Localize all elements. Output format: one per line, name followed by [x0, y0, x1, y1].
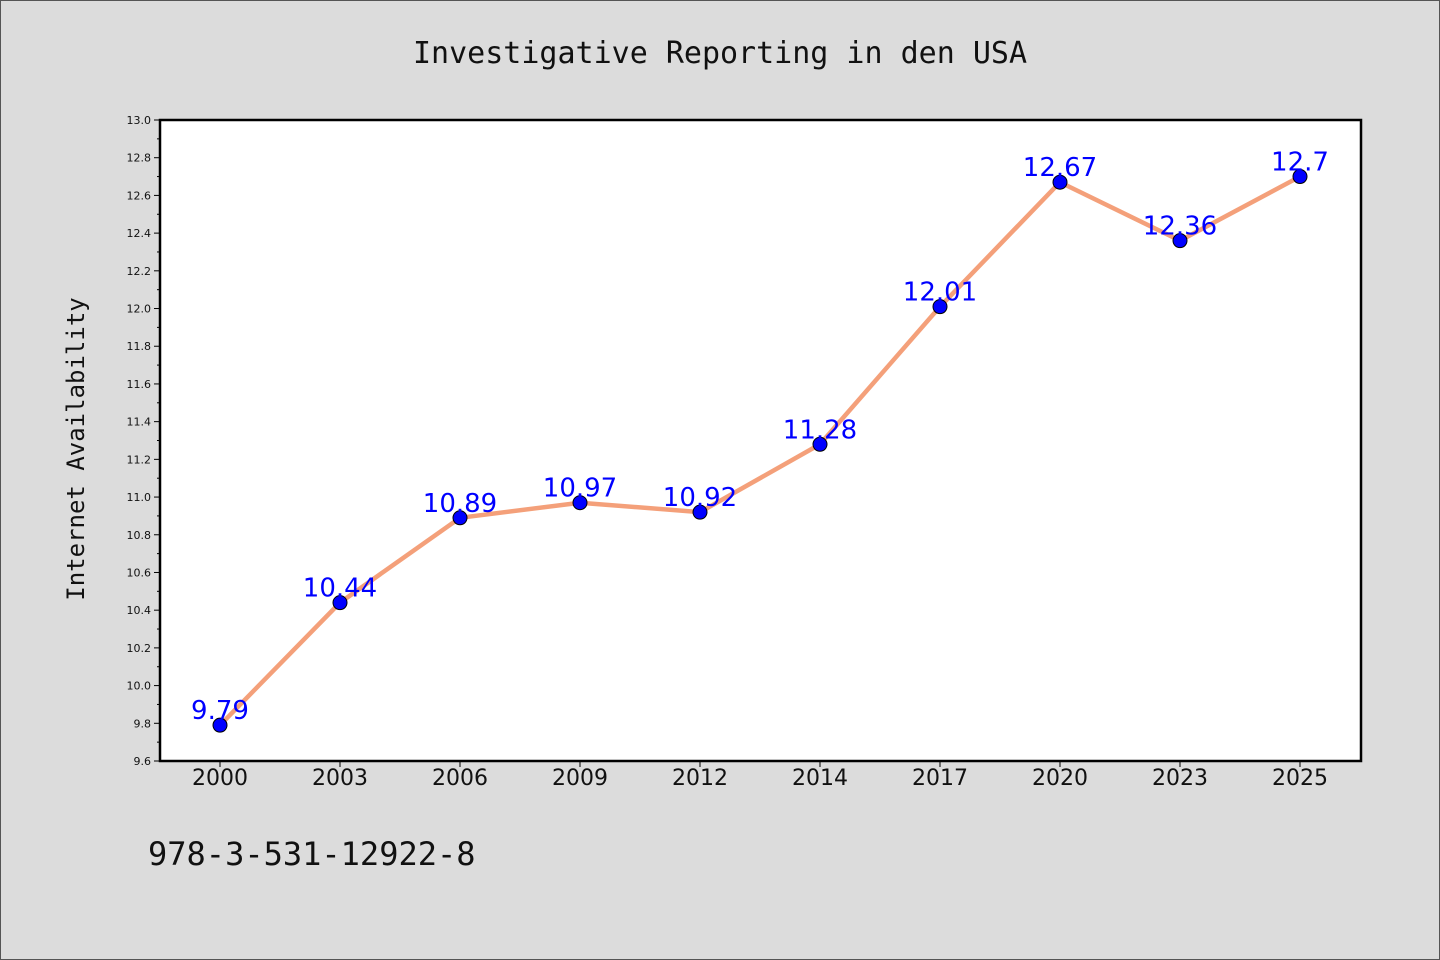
- y-tick-label: 9.6: [134, 755, 152, 768]
- data-label: 10.44: [303, 574, 377, 604]
- x-tick-label: 2025: [1272, 766, 1328, 791]
- data-label: 9.79: [191, 696, 249, 726]
- y-tick-label: 11.6: [127, 378, 152, 391]
- data-point: [332, 595, 348, 611]
- data-label: 10.97: [543, 474, 617, 504]
- x-tick-label: 2012: [672, 766, 728, 791]
- x-tick-label: 2023: [1152, 766, 1208, 791]
- data-label: 11.28: [783, 415, 857, 445]
- y-tick-label: 10.0: [127, 680, 152, 693]
- x-tick-label: 2000: [192, 766, 248, 791]
- footer-isbn: 978-3-531-12922-8: [148, 835, 476, 873]
- chart-title: Investigative Reporting in den USA: [413, 36, 1027, 71]
- data-point: [212, 717, 228, 733]
- data-point: [932, 299, 948, 315]
- x-tick-label: 2003: [312, 766, 368, 791]
- data-point: [1292, 169, 1308, 185]
- x-tick-label: 2017: [912, 766, 968, 791]
- data-point: [452, 510, 468, 526]
- data-label: 12.67: [1023, 153, 1097, 183]
- y-tick-label: 13.0: [127, 114, 152, 127]
- y-tick-label: 12.6: [127, 189, 152, 202]
- y-tick-label: 12.8: [127, 152, 152, 165]
- plot-area: [158, 118, 1363, 763]
- x-tick-label: 2020: [1032, 766, 1088, 791]
- data-label: 10.89: [423, 489, 497, 519]
- data-label: 12.7: [1271, 148, 1329, 178]
- data-point: [692, 504, 708, 520]
- y-tick-label: 10.4: [127, 604, 152, 617]
- y-axis: 9.6 9.8 10.0 10.2 10.4 10.6 10.8 11.0 11.2 11.4 11…: [127, 114, 160, 768]
- y-tick-label: 11.2: [127, 453, 152, 466]
- y-tick-label: 10.2: [127, 642, 152, 655]
- data-label: 12.01: [903, 278, 977, 308]
- y-tick-label: 12.4: [127, 227, 152, 240]
- y-tick-label: 11.8: [127, 340, 152, 353]
- series-line: [217, 174, 1303, 728]
- data-labels: 9.79 10.44 10.89 10.97 10.92 11.28 12.01 12.67 1…: [191, 148, 1329, 727]
- x-tick-label: 2009: [552, 766, 608, 791]
- y-tick-label: 12.2: [127, 265, 152, 278]
- y-tick-label: 10.8: [127, 529, 152, 542]
- data-label: 12.36: [1143, 212, 1217, 242]
- x-tick-label: 2006: [432, 766, 488, 791]
- y-tick-label: 10.6: [127, 566, 152, 579]
- series-markers: [212, 169, 1308, 733]
- y-tick-label: 9.8: [134, 717, 152, 730]
- y-tick-label: 12.0: [127, 303, 152, 316]
- x-axis: 2000 2003 2006 2009 2012 2014 2017 2020 2023 2025: [192, 761, 1328, 791]
- y-tick-label: 11.4: [127, 416, 152, 429]
- y-tick-label: 11.0: [127, 491, 152, 504]
- data-point: [1172, 233, 1188, 249]
- data-point: [1052, 174, 1068, 190]
- data-label: 10.92: [663, 483, 737, 513]
- data-point: [572, 495, 588, 511]
- data-point: [812, 436, 828, 452]
- x-tick-label: 2014: [792, 766, 848, 791]
- y-axis-label: Internet Availability: [62, 297, 90, 600]
